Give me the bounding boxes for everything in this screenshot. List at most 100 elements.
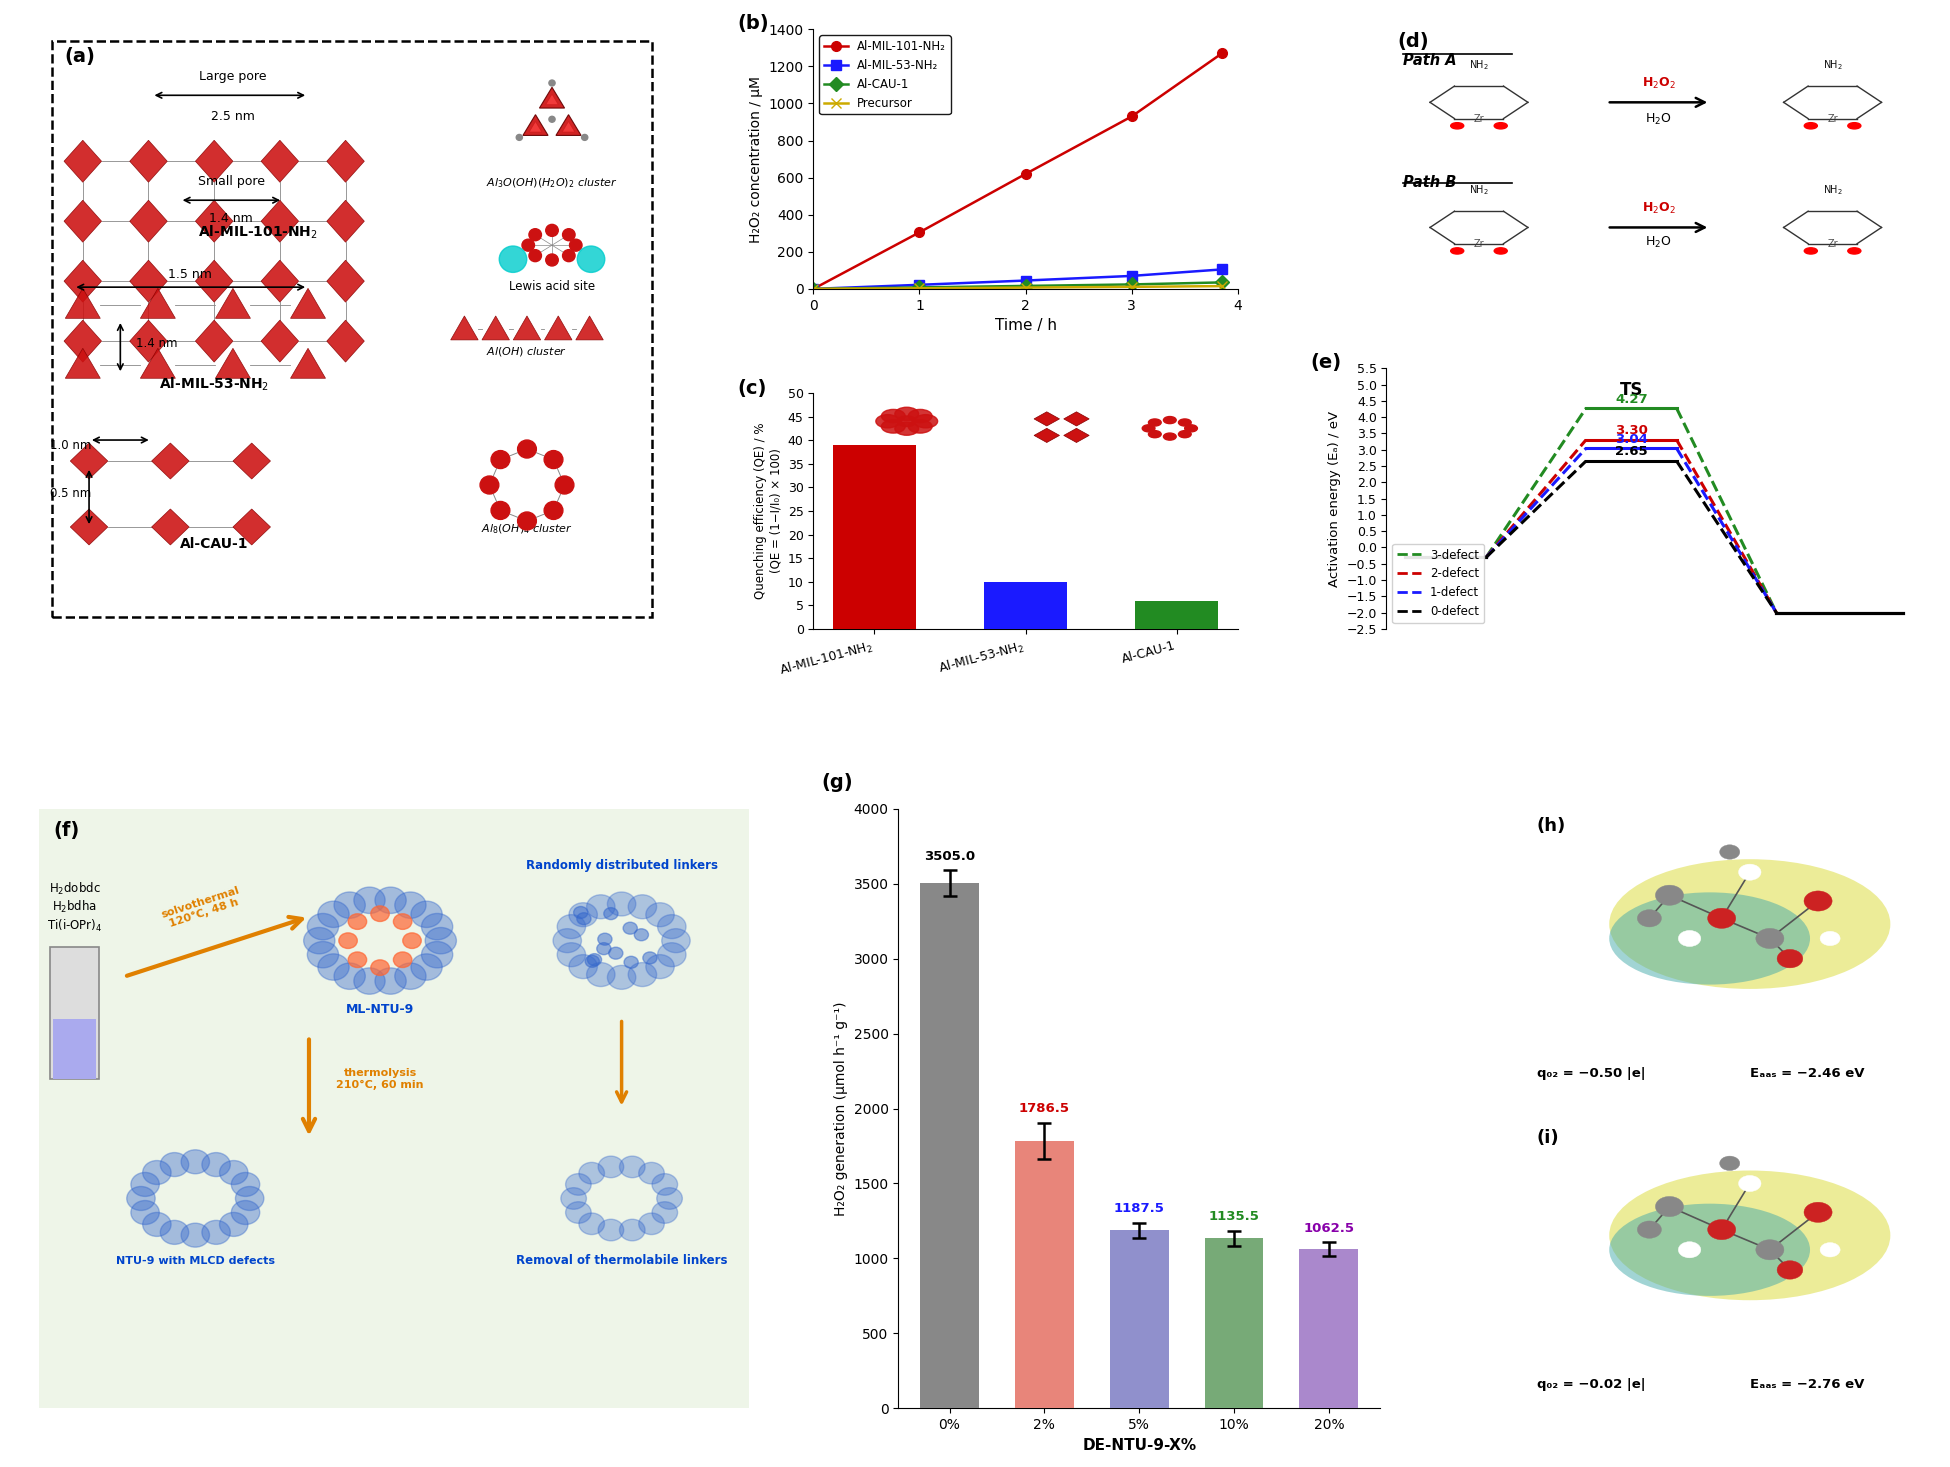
Text: Al-CAU-1: Al-CAU-1 (179, 537, 248, 552)
Circle shape (1776, 1260, 1804, 1279)
Line: Al-MIL-53-NH₂: Al-MIL-53-NH₂ (809, 264, 1227, 293)
Ellipse shape (1609, 1203, 1810, 1295)
Text: thermolysis
210°C, 60 min: thermolysis 210°C, 60 min (335, 1068, 423, 1090)
Text: 1.0 nm: 1.0 nm (49, 439, 92, 452)
Text: (c): (c) (737, 378, 766, 398)
Circle shape (232, 1200, 259, 1225)
Polygon shape (291, 289, 326, 318)
Circle shape (203, 1221, 230, 1244)
Polygon shape (152, 443, 189, 480)
Al-MIL-53-NH₂ (1211, 261, 1234, 279)
Circle shape (548, 116, 556, 122)
Text: 2.5 nm: 2.5 nm (211, 110, 255, 123)
Circle shape (333, 962, 365, 989)
Bar (49, 946, 99, 1078)
Text: H$_2$O: H$_2$O (1646, 111, 1671, 128)
Circle shape (881, 420, 905, 433)
Circle shape (579, 1162, 604, 1184)
Circle shape (411, 901, 443, 927)
Circle shape (394, 952, 411, 968)
Al-MIL-53-NH₂ (1014, 271, 1037, 289)
Circle shape (1164, 433, 1176, 440)
Circle shape (585, 955, 599, 967)
Polygon shape (1034, 428, 1059, 443)
Precursor (1211, 277, 1234, 295)
Circle shape (1656, 885, 1683, 905)
Bar (39, 808, 749, 1408)
Polygon shape (328, 141, 365, 182)
Circle shape (1638, 1221, 1661, 1238)
Circle shape (181, 1150, 209, 1174)
Polygon shape (214, 348, 250, 378)
Text: 1.4 nm: 1.4 nm (209, 213, 254, 226)
Polygon shape (513, 315, 540, 340)
Circle shape (1494, 248, 1507, 254)
Circle shape (1804, 248, 1817, 254)
Circle shape (421, 942, 452, 968)
Polygon shape (328, 260, 365, 302)
Text: Path B: Path B (1402, 176, 1457, 191)
Polygon shape (64, 320, 101, 362)
Circle shape (339, 933, 357, 949)
Circle shape (1739, 1175, 1761, 1191)
Circle shape (651, 1174, 677, 1196)
Circle shape (608, 948, 622, 959)
Circle shape (909, 420, 932, 433)
Polygon shape (195, 320, 232, 362)
Text: Path A: Path A (1402, 53, 1457, 67)
Circle shape (546, 254, 558, 266)
Circle shape (349, 914, 367, 930)
Polygon shape (70, 443, 107, 480)
Polygon shape (261, 320, 298, 362)
Circle shape (499, 246, 526, 273)
Text: Zr: Zr (1474, 239, 1484, 249)
Bar (1205, 1238, 1264, 1408)
Polygon shape (291, 348, 326, 378)
Polygon shape (195, 200, 232, 242)
Bar (985, 582, 1067, 629)
Circle shape (587, 962, 614, 986)
Text: 1.4 nm: 1.4 nm (136, 337, 177, 351)
Bar (920, 883, 979, 1408)
Circle shape (909, 409, 932, 422)
Circle shape (1819, 1243, 1841, 1257)
Polygon shape (64, 260, 101, 302)
Circle shape (333, 892, 365, 918)
Circle shape (604, 908, 618, 920)
Circle shape (232, 1172, 259, 1197)
Polygon shape (64, 348, 99, 378)
Circle shape (127, 1187, 156, 1210)
Circle shape (528, 229, 542, 241)
Al-CAU-1 (909, 279, 932, 296)
Circle shape (556, 475, 573, 494)
Bar (51, 41, 651, 618)
Al-MIL-101-NH₂ (1014, 166, 1037, 183)
Text: Zr: Zr (1827, 239, 1839, 249)
Circle shape (606, 965, 636, 989)
Circle shape (599, 1219, 624, 1241)
Circle shape (644, 952, 657, 964)
Circle shape (581, 135, 587, 141)
Text: (a): (a) (64, 47, 96, 66)
Line: Al-CAU-1: Al-CAU-1 (809, 277, 1227, 293)
Al-CAU-1 (801, 280, 825, 298)
Text: $Al(OH)$ cluster: $Al(OH)$ cluster (486, 345, 567, 358)
Al-CAU-1 (1119, 276, 1143, 293)
Text: 1.5 nm: 1.5 nm (168, 268, 213, 282)
Circle shape (657, 914, 686, 939)
Text: 1786.5: 1786.5 (1020, 1102, 1071, 1115)
Polygon shape (544, 315, 571, 340)
Al-MIL-101-NH₂ (801, 280, 825, 298)
Circle shape (1849, 123, 1860, 129)
Line: Al-MIL-101-NH₂: Al-MIL-101-NH₂ (809, 48, 1227, 293)
Circle shape (528, 249, 542, 261)
Legend: 3-defect, 2-defect, 1-defect, 0-defect: 3-defect, 2-defect, 1-defect, 0-defect (1392, 544, 1484, 623)
Text: TS: TS (1620, 381, 1644, 399)
Polygon shape (232, 509, 271, 544)
Circle shape (160, 1153, 189, 1177)
Circle shape (220, 1160, 248, 1184)
Text: $Al_8(OH)_4$ cluster: $Al_8(OH)_4$ cluster (482, 522, 573, 535)
Text: (d): (d) (1398, 32, 1429, 51)
Circle shape (1178, 420, 1191, 425)
Polygon shape (528, 122, 542, 132)
